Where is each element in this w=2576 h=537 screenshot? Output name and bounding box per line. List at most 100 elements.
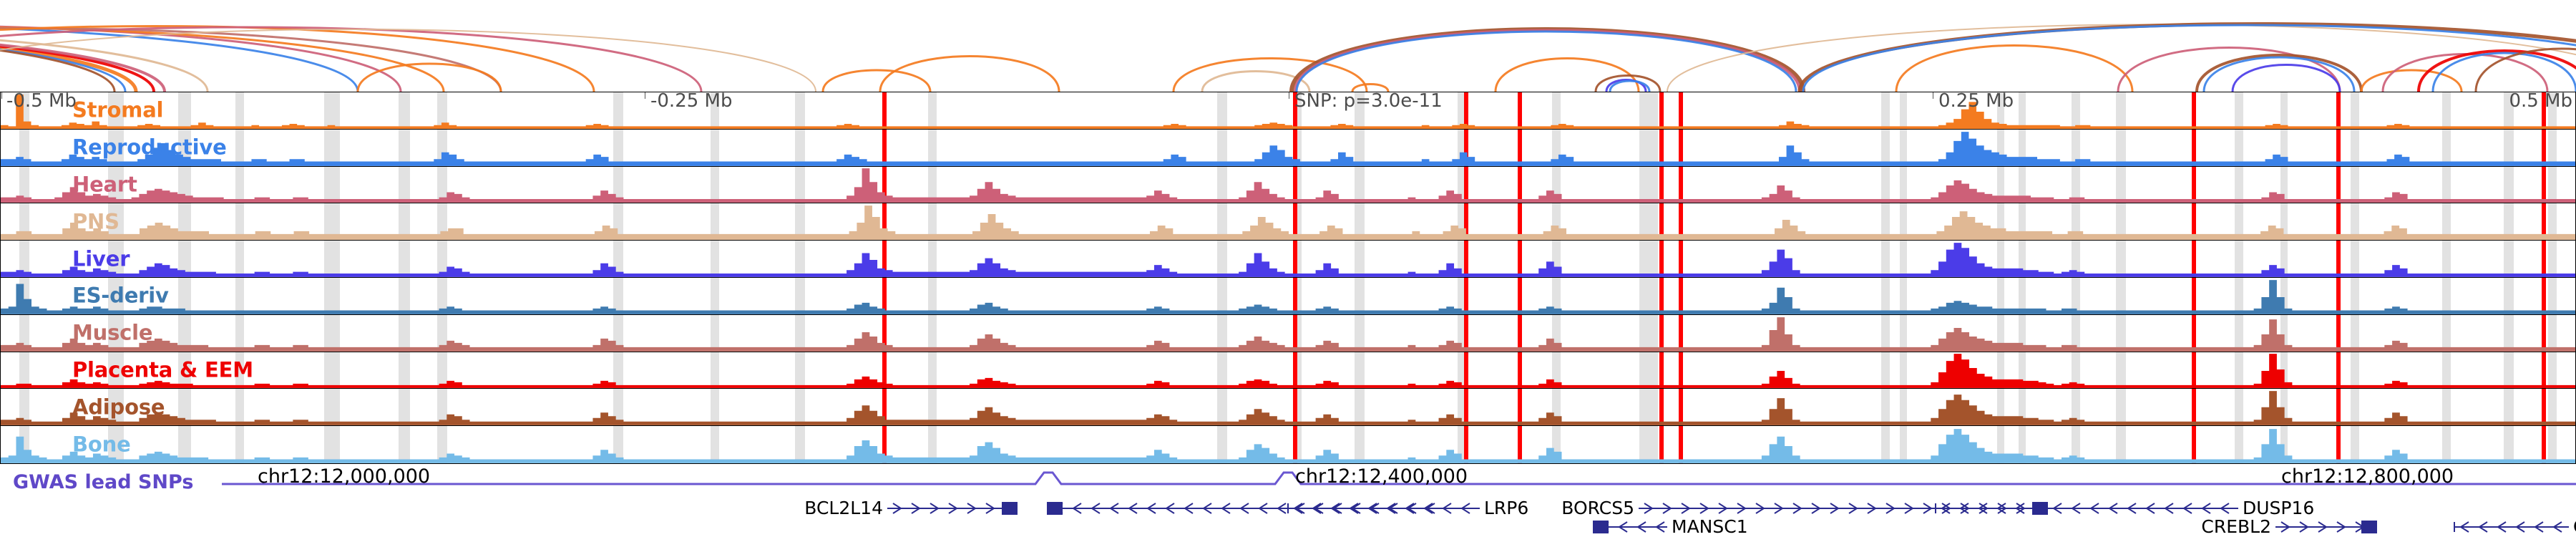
grey-highlight-band: [2504, 277, 2514, 314]
grey-highlight-band: [178, 426, 191, 463]
grey-highlight-band: [1900, 129, 1907, 166]
grey-highlight-band: [2280, 129, 2288, 166]
grey-highlight-band: [2072, 352, 2080, 389]
grey-highlight-band: [2504, 92, 2514, 129]
signal-track-pns[interactable]: PNS: [1, 203, 2575, 241]
strand-arrow: [1442, 503, 1452, 514]
red-highlight-band: [2192, 166, 2196, 203]
grey-highlight-band: [108, 352, 124, 389]
interaction-arc: [1295, 30, 1797, 92]
signal-track-reproductive[interactable]: Reproductive: [1, 129, 2575, 167]
grey-highlight-band: [1997, 352, 2004, 389]
grey-highlight-band: [2548, 92, 2557, 129]
grey-highlight-band: [2548, 314, 2557, 352]
strand-arrow: [1681, 503, 1691, 514]
grey-highlight-band: [399, 166, 410, 203]
strand-arrow: [2182, 503, 2192, 514]
grey-highlight-band: [711, 203, 719, 241]
red-highlight-band: [1293, 203, 1297, 241]
grey-highlight-band: [1881, 203, 1890, 241]
grey-highlight-band: [2019, 389, 2026, 426]
gene-label[interactable]: DUSP16: [2243, 498, 2315, 518]
signal-track-placenta-eem[interactable]: Placenta & EEM: [1, 352, 2575, 390]
signal-track-adipose[interactable]: Adipose: [1, 389, 2575, 427]
grey-highlight-band: [795, 129, 805, 166]
red-highlight-band: [1679, 203, 1683, 241]
grey-highlight-band: [1552, 277, 1561, 314]
red-highlight-band: [882, 314, 887, 352]
grey-highlight-band: [2548, 277, 2557, 314]
grey-highlight-band: [711, 426, 719, 463]
signal-baseline: [1, 349, 2575, 352]
grey-highlight-band: [613, 129, 623, 166]
interaction-arc: [2417, 49, 2576, 92]
strand-arrow: [1349, 503, 1359, 514]
grey-highlight-band: [2280, 241, 2288, 277]
grey-highlight-band: [2072, 241, 2080, 277]
grey-highlight-band: [1552, 352, 1561, 389]
signal-track-liver[interactable]: Liver: [1, 241, 2575, 278]
highlight-band-layer: [1, 389, 2575, 426]
red-highlight-band: [1679, 241, 1683, 277]
grey-highlight-band: [178, 203, 191, 241]
grey-highlight-band: [2072, 166, 2080, 203]
grey-highlight-band: [399, 203, 410, 241]
gene-label[interactable]: GPR: [2573, 516, 2576, 537]
gene-label[interactable]: CREBL2: [2201, 516, 2271, 537]
grey-highlight-band: [711, 241, 719, 277]
grey-highlight-band: [178, 166, 191, 203]
grey-highlight-band: [108, 203, 124, 241]
signal-track-heart[interactable]: Heart: [1, 166, 2575, 204]
interaction-arc: [0, 39, 209, 92]
strand-arrow: [2052, 503, 2062, 514]
gene-label[interactable]: BCL2L14: [804, 498, 883, 518]
grey-highlight-band: [437, 389, 447, 426]
interaction-arc: [2360, 69, 2463, 92]
grey-highlight-band: [1217, 203, 1227, 241]
track-label: Heart: [72, 172, 137, 197]
grey-highlight-band: [399, 92, 410, 129]
grey-highlight-band: [235, 426, 244, 463]
gene-label[interactable]: LRP6: [1484, 498, 1529, 518]
gene-label[interactable]: MANSC1: [1672, 516, 1748, 537]
grey-highlight-band: [928, 203, 937, 241]
signal-area: [1, 243, 2575, 277]
grey-highlight-band: [2235, 129, 2243, 166]
strand-arrow: [1386, 503, 1396, 514]
grey-highlight-band: [795, 277, 805, 314]
red-highlight-band: [1679, 314, 1683, 352]
grey-highlight-band: [2351, 389, 2359, 426]
gwas-snp-line[interactable]: [222, 471, 2576, 485]
red-highlight-band: [1293, 426, 1297, 463]
signal-track-stromal[interactable]: Stromal -0.5 Mb -0.25 Mb SNP: p=3.0e-11 0.25…: [1, 92, 2575, 130]
grey-highlight-band: [324, 166, 340, 203]
grey-highlight-band: [437, 314, 447, 352]
red-highlight-band: [2542, 352, 2546, 389]
grey-highlight-band: [1552, 314, 1561, 352]
grey-highlight-band: [2280, 277, 2288, 314]
strand-arrow: [2015, 503, 2025, 514]
strand-arrow: [2534, 521, 2544, 533]
strand-arrow: [1312, 503, 1322, 514]
grey-highlight-band: [1639, 314, 1658, 352]
strand-arrow: [2164, 503, 2174, 514]
gene-label[interactable]: BORCS5: [1561, 498, 1634, 518]
track-label: Adipose: [72, 395, 165, 420]
signal-histogram: [1, 316, 2575, 352]
grey-highlight-band: [795, 352, 805, 389]
grey-highlight-band: [1900, 352, 1907, 389]
grey-highlight-band: [1900, 314, 1907, 352]
grey-highlight-band: [1900, 203, 1907, 241]
signal-track-muscle[interactable]: Muscle: [1, 314, 2575, 352]
grey-highlight-band: [2116, 166, 2126, 203]
grey-highlight-band: [1881, 426, 1890, 463]
strand-arrow: [1885, 503, 1896, 514]
signal-track-es-deriv[interactable]: ES-deriv: [1, 277, 2575, 315]
signal-track-bone[interactable]: Bone: [1, 426, 2575, 463]
grey-highlight-band: [1900, 92, 1907, 129]
grey-highlight-band: [324, 241, 340, 277]
grey-highlight-band: [928, 129, 937, 166]
grey-highlight-band: [928, 389, 937, 426]
signal-area: [1, 279, 2575, 314]
